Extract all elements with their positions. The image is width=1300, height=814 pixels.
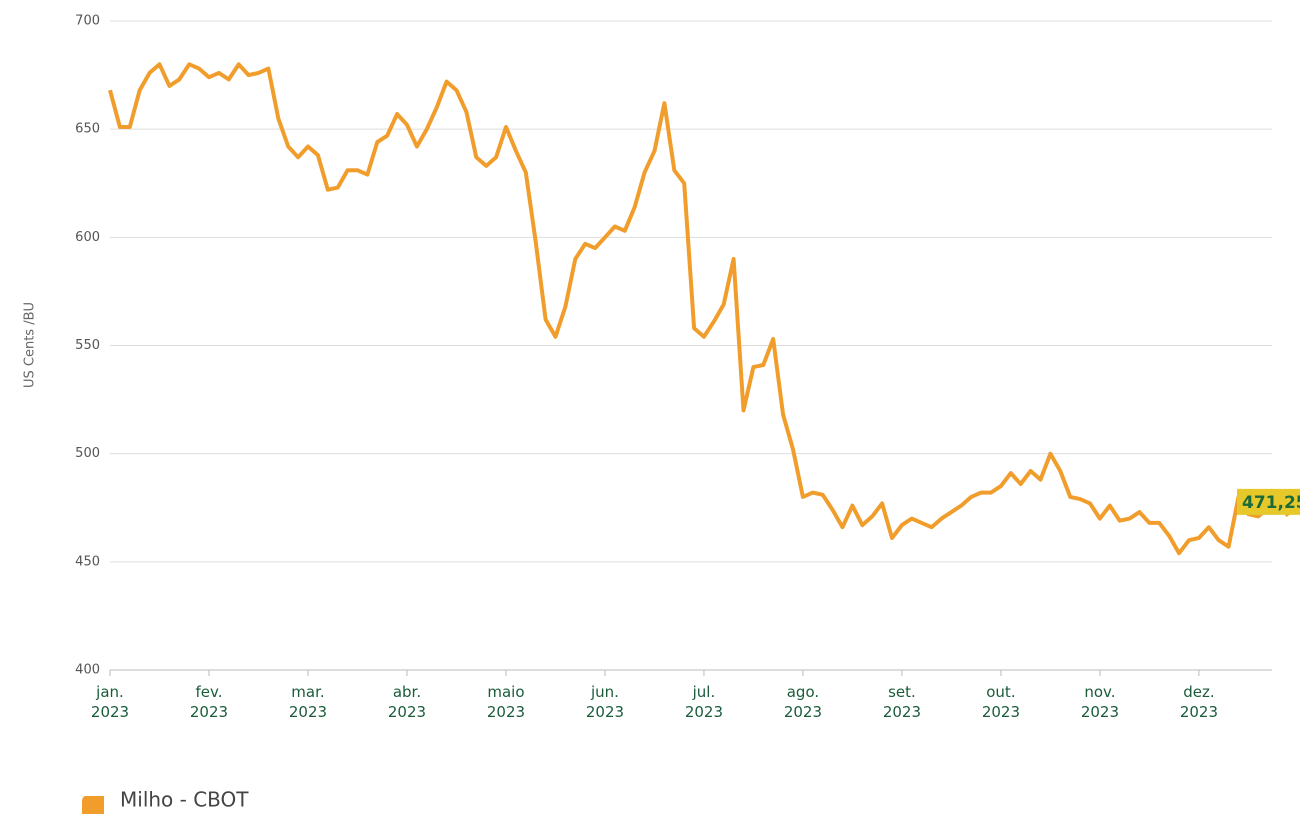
x-tick-label: jan. 2023: [91, 683, 129, 721]
y-tick-label: 550: [75, 338, 100, 353]
last-value-label: 471,25: [1242, 493, 1300, 513]
y-tick-label: 600: [75, 230, 100, 245]
y-tick-label: 450: [75, 554, 100, 569]
y-tick-label: 500: [75, 446, 100, 461]
x-tick-label: jun. 2023: [586, 683, 624, 721]
data-line: [108, 62, 1290, 556]
x-tick-label: maio 2023: [487, 683, 525, 721]
x-tick-label: out. 2023: [982, 683, 1020, 721]
x-tick-label: abr. 2023: [388, 683, 426, 721]
x-tick-label: ago. 2023: [784, 683, 822, 721]
last-value-box: [1237, 488, 1300, 515]
x-tick-label: fev. 2023: [190, 683, 228, 721]
x-tick-label: dez. 2023: [1180, 683, 1218, 721]
legend-label: Milho - CBOT: [120, 788, 249, 812]
legend-swatch: [82, 796, 104, 814]
y-tick-label: 400: [75, 663, 100, 678]
x-tick-label: set. 2023: [883, 683, 921, 721]
y-axis-label: US Cents /BU: [23, 302, 38, 388]
y-tick-label: 700: [75, 14, 100, 29]
x-tick-label: nov. 2023: [1081, 683, 1119, 721]
y-tick-label: 650: [75, 122, 100, 137]
x-tick-label: jul. 2023: [685, 683, 723, 721]
x-tick-label: mar. 2023: [289, 683, 327, 721]
